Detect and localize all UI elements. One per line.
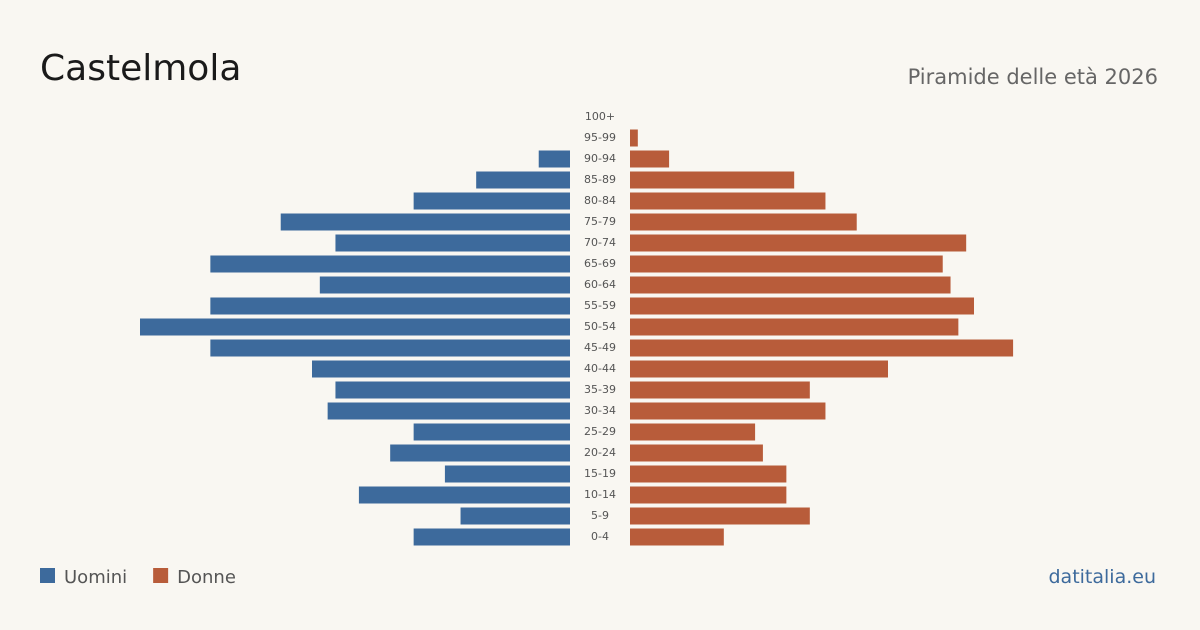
age-label: 30-34 — [584, 404, 616, 417]
age-label: 65-69 — [584, 257, 616, 270]
bar — [630, 360, 888, 378]
age-label: 90-94 — [584, 152, 616, 165]
age-label: 20-24 — [584, 446, 616, 459]
age-label: 45-49 — [584, 341, 616, 354]
bar — [630, 402, 826, 420]
legend-swatch — [40, 568, 55, 583]
bar — [444, 465, 570, 483]
bar — [630, 192, 826, 210]
bar — [630, 423, 756, 441]
source: datitalia.eu — [1049, 566, 1157, 588]
bar — [630, 465, 787, 483]
age-label: 0-4 — [591, 530, 609, 543]
bar — [413, 192, 570, 210]
age-label: 50-54 — [584, 320, 616, 333]
bar — [630, 486, 787, 504]
bar — [630, 276, 951, 294]
bar — [630, 213, 857, 231]
age-label: 40-44 — [584, 362, 616, 375]
bar — [413, 423, 570, 441]
age-label: 75-79 — [584, 215, 616, 228]
bar — [140, 318, 570, 336]
bar — [630, 381, 810, 399]
bar — [630, 444, 763, 462]
bar — [335, 234, 570, 252]
legend-swatch — [153, 568, 169, 583]
bar — [210, 255, 570, 273]
legend-label: Donne — [177, 567, 236, 588]
bar — [630, 297, 974, 315]
age-label: 70-74 — [584, 236, 616, 249]
age-label: 15-19 — [584, 467, 616, 480]
bar — [630, 528, 724, 546]
bar — [413, 528, 570, 546]
chart-subtitle: Piramide delle età 2026 — [908, 65, 1158, 89]
bar — [630, 318, 959, 336]
age-label: 85-89 — [584, 173, 616, 186]
bar — [630, 171, 795, 189]
legend-label: Uomini — [64, 567, 127, 588]
bar — [630, 150, 670, 168]
bar — [319, 276, 570, 294]
age-label: 25-29 — [584, 425, 616, 438]
bar — [280, 213, 570, 231]
age-label: 35-39 — [584, 383, 616, 396]
bar — [335, 381, 570, 399]
age-label: 55-59 — [584, 299, 616, 312]
chart-title: Castelmola — [40, 48, 241, 89]
bar — [630, 129, 638, 147]
age-label: 60-64 — [584, 278, 616, 291]
bar — [210, 297, 570, 315]
bar — [460, 507, 570, 525]
bar — [358, 486, 570, 504]
age-label: 10-14 — [584, 488, 616, 501]
bar — [630, 234, 967, 252]
bar — [327, 402, 570, 420]
bar — [630, 507, 810, 525]
age-label: 5-9 — [591, 509, 609, 522]
age-label: 95-99 — [584, 131, 616, 144]
bar — [476, 171, 570, 189]
age-label: 100+ — [585, 110, 615, 123]
bar — [312, 360, 570, 378]
bar — [630, 339, 1014, 357]
age-label: 80-84 — [584, 194, 616, 207]
bar — [538, 150, 570, 168]
bar — [210, 339, 570, 357]
bar — [390, 444, 570, 462]
bar — [630, 255, 943, 273]
